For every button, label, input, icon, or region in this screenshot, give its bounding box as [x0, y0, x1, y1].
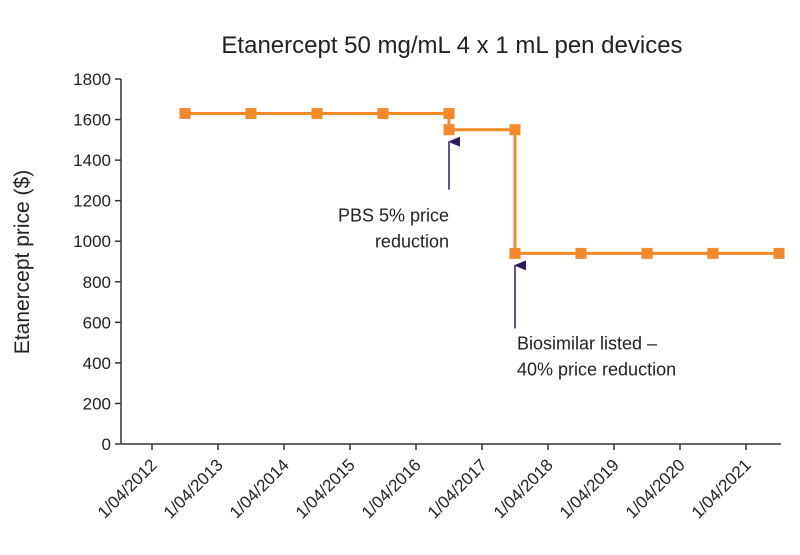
- data-point: [575, 247, 587, 259]
- data-point: [641, 247, 653, 259]
- data-point: [443, 124, 455, 136]
- x-tick-label: 1/04/2017: [424, 455, 491, 522]
- annotation-text: Biosimilar listed –: [517, 333, 657, 353]
- annotations: PBS 5% price reduction Biosimilar listed –…: [338, 136, 676, 379]
- series-line: [185, 111, 779, 255]
- y-tick-label: 1600: [73, 111, 111, 130]
- data-point: [773, 247, 785, 259]
- y-tick-label: 0: [102, 435, 111, 454]
- y-tick-label: 1400: [73, 151, 111, 170]
- x-axis-ticks: 1/04/2012 1/04/2013 1/04/2014 1/04/2015 1/04…: [94, 444, 755, 522]
- annotation-text: PBS 5% price: [338, 206, 449, 226]
- data-point: [311, 107, 323, 119]
- x-tick-label: 1/04/2016: [358, 455, 425, 522]
- x-tick-label: 1/04/2013: [160, 455, 227, 522]
- data-point: [509, 247, 521, 259]
- y-tick-label: 800: [83, 273, 111, 292]
- data-point: [245, 107, 257, 119]
- y-axis-ticks: 0 200 400 600 800 1000 1200 1400 1600 1800: [73, 70, 121, 454]
- y-tick-label: 1800: [73, 70, 111, 89]
- annotation-text: reduction: [375, 232, 449, 252]
- y-tick-label: 1200: [73, 192, 111, 211]
- axes: [120, 79, 781, 445]
- annotation-text: 40% price reduction: [517, 359, 676, 379]
- x-tick-label: 1/04/2015: [292, 455, 359, 522]
- x-tick-label: 1/04/2021: [688, 455, 755, 522]
- data-point: [179, 107, 191, 119]
- series-group: [179, 107, 785, 259]
- chart-title: Etanercept 50 mg/mL 4 x 1 mL pen devices: [221, 32, 682, 59]
- x-tick-label: 1/04/2012: [94, 455, 161, 522]
- x-tick-label: 1/04/2014: [226, 455, 293, 522]
- x-tick-label: 1/04/2020: [622, 455, 689, 522]
- data-point: [509, 124, 521, 136]
- y-tick-label: 1000: [73, 232, 111, 251]
- x-tick-label: 1/04/2018: [490, 455, 557, 522]
- y-tick-label: 200: [83, 394, 111, 413]
- data-point: [377, 107, 389, 119]
- y-tick-label: 600: [83, 313, 111, 332]
- data-point: [707, 247, 719, 259]
- y-axis-label: Etanercept price ($): [11, 170, 34, 354]
- x-tick-label: 1/04/2019: [556, 455, 623, 522]
- y-tick-label: 400: [83, 354, 111, 373]
- data-point: [443, 107, 455, 119]
